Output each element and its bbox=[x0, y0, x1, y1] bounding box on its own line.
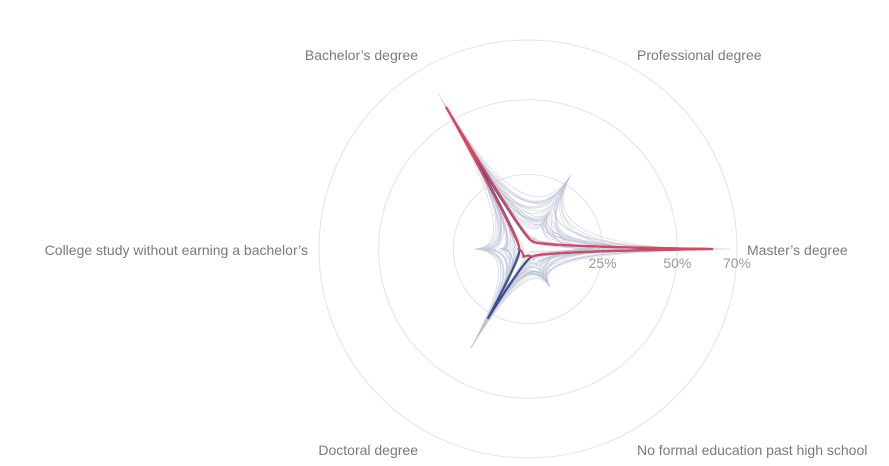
radial-tick-label: 50% bbox=[663, 255, 691, 271]
grid-circle-25 bbox=[452, 173, 604, 325]
background-series-line bbox=[460, 131, 705, 330]
radial-tick-label: 70% bbox=[723, 255, 751, 271]
axis-label: Professional degree bbox=[637, 47, 762, 63]
background-series-line bbox=[480, 166, 595, 290]
axis-label: Bachelor’s degree bbox=[305, 47, 418, 63]
axis-label: Doctoral degree bbox=[318, 442, 418, 458]
axis-label: Master’s degree bbox=[747, 242, 848, 258]
axis-label: No formal education past high school bbox=[637, 442, 867, 458]
background-series-line bbox=[475, 158, 694, 294]
background-series-line bbox=[465, 140, 584, 310]
highlight-series bbox=[444, 106, 714, 320]
highlight-series-red bbox=[444, 106, 714, 259]
grid-circle-70 bbox=[318, 39, 738, 459]
background-series-line bbox=[441, 99, 653, 321]
axis-labels: Master’s degree Professional degree Bachel… bbox=[45, 47, 868, 458]
grid-circle-50 bbox=[378, 99, 678, 399]
background-series-line bbox=[442, 101, 624, 348]
background-series bbox=[437, 92, 731, 349]
background-series-line bbox=[452, 118, 616, 306]
radial-tick-labels: 25% 50% 70% bbox=[589, 255, 751, 271]
radial-tick-label: 25% bbox=[589, 255, 617, 271]
background-series-line bbox=[460, 132, 651, 323]
background-series-line bbox=[477, 162, 685, 299]
highlight-series-blue bbox=[467, 145, 708, 320]
axis-label: College study without earning a bachelor… bbox=[45, 242, 308, 258]
background-series-line bbox=[474, 157, 659, 293]
